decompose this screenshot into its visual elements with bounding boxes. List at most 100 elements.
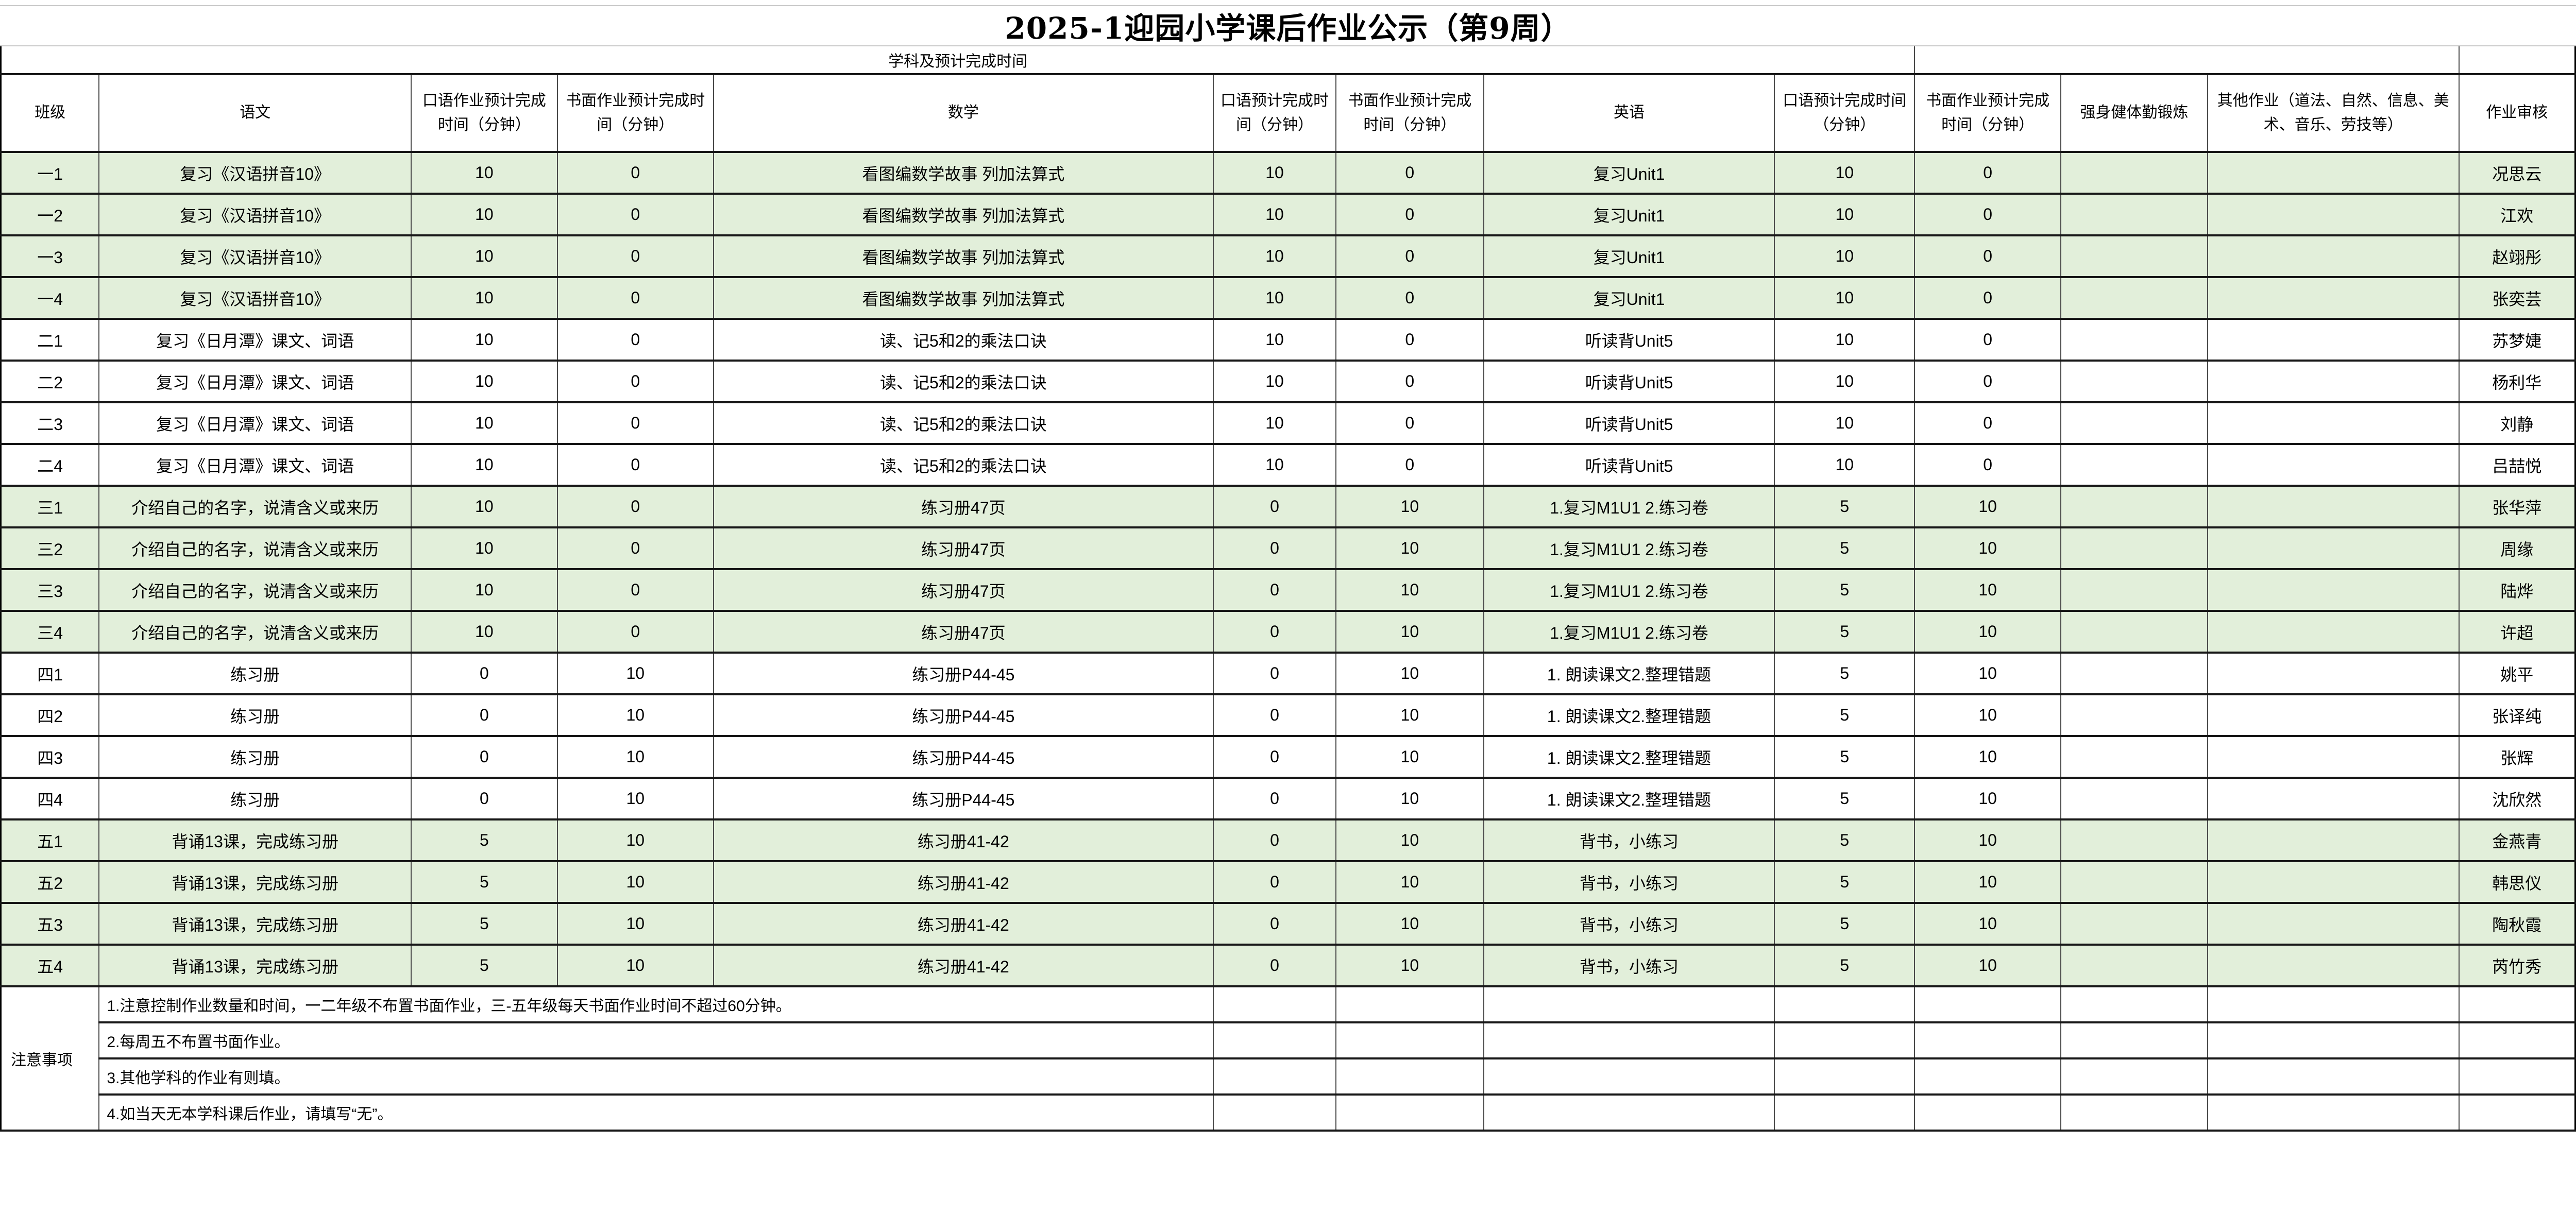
- page-title: 2025-1迎园小学课后作业公示（第9周）: [1005, 11, 1571, 46]
- col-header-chinese: 语文: [98, 73, 412, 153]
- english-oral-minutes: 5: [1774, 693, 1916, 737]
- class-cell: 五1: [0, 818, 100, 862]
- english-oral-minutes: 10: [1774, 443, 1916, 487]
- empty-cell: [1914, 985, 2062, 1023]
- reviewer-cell: 赵翊彤: [2458, 234, 2576, 278]
- chinese-oral-minutes: 10: [411, 443, 558, 487]
- english-written-minutes: 10: [1914, 944, 2062, 987]
- chinese-written-minutes: 0: [556, 485, 714, 528]
- homework-row: 二4 复习《日月潭》课文、词语 10 0 读、记5和2的乘法口诀 10 0 听读背Unit5 1…: [0, 443, 2576, 487]
- chinese-homework-cell: 复习《日月潭》课文、词语: [98, 360, 412, 403]
- chinese-written-minutes: 0: [556, 401, 714, 445]
- english-oral-minutes: 10: [1774, 151, 1916, 195]
- chinese-written-minutes: 10: [556, 902, 714, 946]
- english-oral-minutes: 5: [1774, 777, 1916, 820]
- header-row: 班级 语文 口语作业预计完成时间（分钟） 书面作业预计完成时间（分钟） 数学 口…: [0, 73, 2576, 153]
- chinese-homework-cell: 复习《汉语拼音10》: [98, 193, 412, 236]
- reviewer-cell: 张奕芸: [2458, 276, 2576, 320]
- math-written-minutes: 0: [1335, 276, 1484, 320]
- math-homework-cell: 看图编数学故事 列加法算式: [713, 276, 1214, 320]
- math-oral-minutes: 10: [1213, 318, 1336, 362]
- chinese-homework-cell: 复习《汉语拼音10》: [98, 151, 412, 195]
- chinese-homework-cell: 背诵13课，完成练习册: [98, 818, 412, 862]
- chinese-written-minutes: 0: [556, 276, 714, 320]
- math-oral-minutes: 0: [1213, 526, 1336, 570]
- math-written-minutes: 10: [1335, 818, 1484, 862]
- english-homework-cell: 背书，小练习: [1483, 902, 1775, 946]
- english-homework-cell: 复习Unit1: [1483, 234, 1775, 278]
- english-oral-minutes: 10: [1774, 318, 1916, 362]
- empty-cell: [1774, 985, 1916, 1023]
- fitness-cell: [2060, 485, 2208, 528]
- empty-cell: [1213, 1021, 1336, 1059]
- other-homework-cell: [2207, 318, 2460, 362]
- chinese-homework-cell: 背诵13课，完成练习册: [98, 860, 412, 904]
- homework-row: 三4 介绍自己的名字，说清含义或来历 10 0 练习册47页 0 10 1.复习M1U1 2.…: [0, 610, 2576, 654]
- math-oral-minutes: 10: [1213, 151, 1336, 195]
- english-oral-minutes: 5: [1774, 652, 1916, 695]
- section-label: 学科及预计完成时间: [0, 46, 1916, 75]
- other-homework-cell: [2207, 276, 2460, 320]
- math-written-minutes: 0: [1335, 401, 1484, 445]
- chinese-oral-minutes: 10: [411, 151, 558, 195]
- math-homework-cell: 读、记5和2的乘法口诀: [713, 401, 1214, 445]
- math-written-minutes: 10: [1335, 610, 1484, 654]
- fitness-cell: [2060, 568, 2208, 612]
- english-oral-minutes: 5: [1774, 526, 1916, 570]
- english-written-minutes: 0: [1914, 318, 2062, 362]
- chinese-oral-minutes: 10: [411, 193, 558, 236]
- chinese-written-minutes: 0: [556, 193, 714, 236]
- class-cell: 三3: [0, 568, 100, 612]
- fitness-cell: [2060, 944, 2208, 987]
- english-oral-minutes: 5: [1774, 568, 1916, 612]
- other-homework-cell: [2207, 735, 2460, 779]
- class-cell: 三4: [0, 610, 100, 654]
- chinese-oral-minutes: 10: [411, 276, 558, 320]
- math-homework-cell: 读、记5和2的乘法口诀: [713, 318, 1214, 362]
- col-header-reviewer: 作业审核: [2458, 73, 2576, 153]
- math-oral-minutes: 10: [1213, 193, 1336, 236]
- other-homework-cell: [2207, 151, 2460, 195]
- empty-cell: [2458, 1021, 2576, 1059]
- math-written-minutes: 10: [1335, 860, 1484, 904]
- class-cell: 四3: [0, 735, 100, 779]
- math-oral-minutes: 0: [1213, 693, 1336, 737]
- chinese-written-minutes: 0: [556, 318, 714, 362]
- math-written-minutes: 10: [1335, 526, 1484, 570]
- english-oral-minutes: 10: [1774, 360, 1916, 403]
- reviewer-cell: 况思云: [2458, 151, 2576, 195]
- english-oral-minutes: 5: [1774, 735, 1916, 779]
- empty-cell: [1213, 985, 1336, 1023]
- chinese-oral-minutes: 10: [411, 234, 558, 278]
- math-written-minutes: 10: [1335, 652, 1484, 695]
- class-cell: 五3: [0, 902, 100, 946]
- math-oral-minutes: 0: [1213, 485, 1336, 528]
- other-homework-cell: [2207, 944, 2460, 987]
- math-oral-minutes: 10: [1213, 443, 1336, 487]
- math-homework-cell: 练习册41-42: [713, 944, 1214, 987]
- math-oral-minutes: 10: [1213, 234, 1336, 278]
- reviewer-cell: 苏梦婕: [2458, 318, 2576, 362]
- class-cell: 一2: [0, 193, 100, 236]
- col-header-english-written-time: 书面作业预计完成时间（分钟）: [1914, 73, 2062, 153]
- fitness-cell: [2060, 652, 2208, 695]
- other-homework-cell: [2207, 860, 2460, 904]
- english-oral-minutes: 5: [1774, 860, 1916, 904]
- col-header-math-oral-time: 口语预计完成时间（分钟）: [1213, 73, 1336, 153]
- english-homework-cell: 复习Unit1: [1483, 151, 1775, 195]
- other-homework-cell: [2207, 610, 2460, 654]
- english-homework-cell: 1.复习M1U1 2.练习卷: [1483, 526, 1775, 570]
- chinese-homework-cell: 练习册: [98, 735, 412, 779]
- chinese-homework-cell: 复习《日月潭》课文、词语: [98, 318, 412, 362]
- english-homework-cell: 听读背Unit5: [1483, 401, 1775, 445]
- chinese-oral-minutes: 0: [411, 735, 558, 779]
- homework-row: 四1 练习册 0 10 练习册P44-45 0 10 1. 朗读课文2.整理错题 5 10 姚平: [0, 652, 2576, 695]
- col-header-chinese-written-time: 书面作业预计完成时间（分钟）: [556, 73, 714, 153]
- english-homework-cell: 1.复习M1U1 2.练习卷: [1483, 610, 1775, 654]
- english-written-minutes: 10: [1914, 818, 2062, 862]
- chinese-oral-minutes: 5: [411, 818, 558, 862]
- fitness-cell: [2060, 360, 2208, 403]
- math-homework-cell: 练习册41-42: [713, 860, 1214, 904]
- homework-row: 一4 复习《汉语拼音10》 10 0 看图编数学故事 列加法算式 10 0 复习Unit1 10…: [0, 276, 2576, 320]
- chinese-written-minutes: 10: [556, 944, 714, 987]
